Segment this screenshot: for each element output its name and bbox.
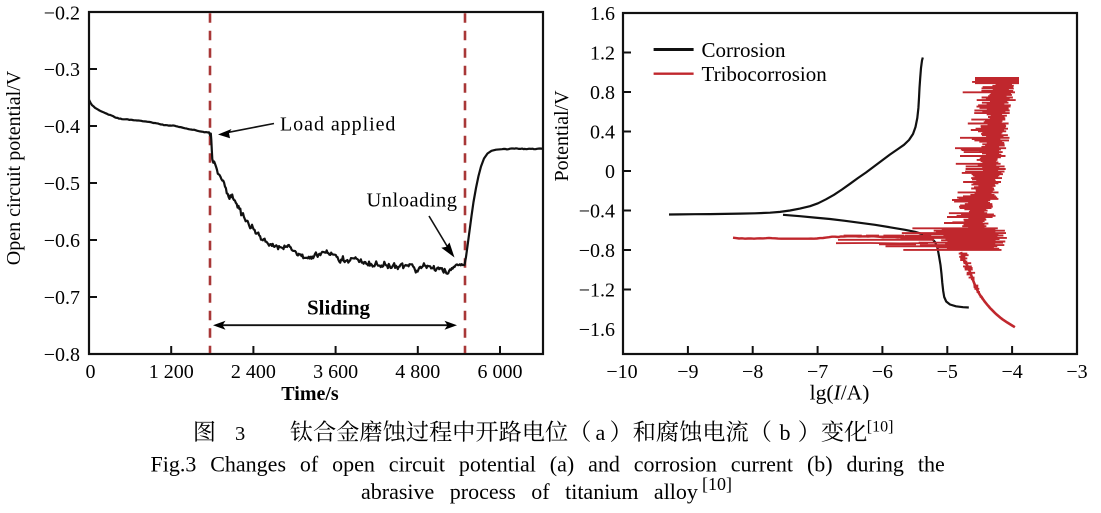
svg-text:−0.4: −0.4 xyxy=(44,116,80,138)
svg-text:lg(I/A): lg(I/A) xyxy=(810,381,870,405)
svg-text:1.2: 1.2 xyxy=(590,43,615,65)
svg-text:Time/s: Time/s xyxy=(281,383,339,405)
svg-text:−8: −8 xyxy=(742,361,763,383)
svg-text:0.4: 0.4 xyxy=(590,122,615,144)
svg-text:0.8: 0.8 xyxy=(590,82,615,104)
svg-text:Potential/V: Potential/V xyxy=(551,90,573,182)
svg-text:4 800: 4 800 xyxy=(395,361,440,383)
svg-text:−0.5: −0.5 xyxy=(44,173,80,195)
svg-text:−0.7: −0.7 xyxy=(44,287,80,309)
svg-text:−5: −5 xyxy=(937,361,958,383)
svg-text:3 600: 3 600 xyxy=(313,361,358,383)
svg-text:Tribocorrosion: Tribocorrosion xyxy=(702,62,828,86)
svg-text:[10]: [10] xyxy=(867,419,894,436)
svg-text:1.6: 1.6 xyxy=(590,3,615,25)
svg-text:3: 3 xyxy=(235,423,245,445)
svg-text:−6: −6 xyxy=(872,361,893,383)
svg-text:Fig.3 Changes of open circuit: Fig.3 Changes of open circuit potential … xyxy=(151,452,945,477)
svg-text:−0.8: −0.8 xyxy=(579,240,615,262)
svg-text:−0.3: −0.3 xyxy=(44,59,80,81)
svg-text:−0.6: −0.6 xyxy=(44,230,80,252)
svg-text:−9: −9 xyxy=(677,361,698,383)
svg-text:[10]: [10] xyxy=(702,474,732,494)
svg-text:2 400: 2 400 xyxy=(231,361,276,383)
svg-text:Unloading: Unloading xyxy=(367,190,458,212)
svg-text:−10: −10 xyxy=(606,361,637,383)
svg-text:a: a xyxy=(596,420,606,445)
svg-text:Corrosion: Corrosion xyxy=(702,38,787,62)
svg-text:0: 0 xyxy=(86,361,96,383)
svg-text:−7: −7 xyxy=(807,361,828,383)
svg-text:b: b xyxy=(780,420,791,445)
svg-text:−3: −3 xyxy=(1066,361,1087,383)
svg-text:−0.8: −0.8 xyxy=(44,344,80,366)
svg-text:−1.2: −1.2 xyxy=(579,280,615,302)
svg-text:abrasive process of titanium a: abrasive process of titanium alloy xyxy=(361,479,698,504)
svg-text:Open circuit potential/V: Open circuit potential/V xyxy=(3,70,25,265)
svg-text:−0.2: −0.2 xyxy=(44,3,80,25)
svg-text:Load applied: Load applied xyxy=(280,114,396,136)
svg-text:−0.4: −0.4 xyxy=(579,201,615,223)
svg-text:−1.6: −1.6 xyxy=(579,319,615,341)
svg-text:6 000: 6 000 xyxy=(478,361,523,383)
svg-text:1 200: 1 200 xyxy=(149,361,194,383)
svg-text:−4: −4 xyxy=(1001,361,1022,383)
svg-text:Sliding: Sliding xyxy=(307,296,371,320)
svg-text:0: 0 xyxy=(605,161,615,183)
